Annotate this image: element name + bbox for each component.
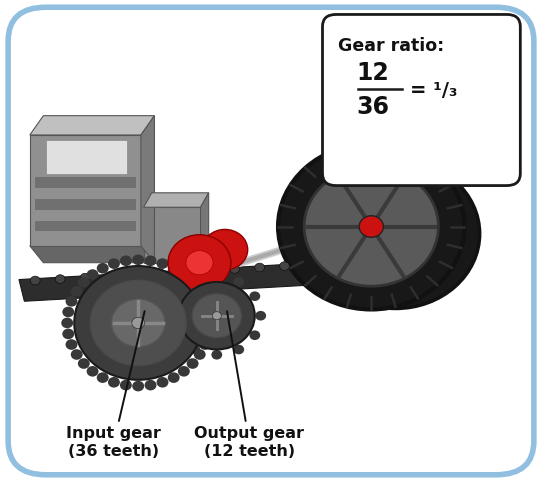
- Circle shape: [230, 265, 240, 273]
- Circle shape: [111, 299, 165, 347]
- Circle shape: [199, 296, 211, 307]
- Circle shape: [105, 272, 115, 281]
- Circle shape: [132, 381, 144, 391]
- Circle shape: [74, 266, 202, 380]
- Circle shape: [157, 258, 169, 269]
- Circle shape: [233, 345, 244, 354]
- Polygon shape: [141, 116, 154, 263]
- FancyBboxPatch shape: [8, 7, 534, 475]
- Circle shape: [255, 263, 264, 272]
- Circle shape: [87, 269, 99, 280]
- Circle shape: [280, 262, 289, 270]
- Circle shape: [30, 276, 40, 285]
- Circle shape: [202, 329, 214, 339]
- Circle shape: [80, 273, 90, 282]
- Circle shape: [186, 277, 198, 288]
- Polygon shape: [201, 193, 209, 263]
- FancyBboxPatch shape: [322, 14, 520, 186]
- Circle shape: [180, 268, 190, 276]
- Circle shape: [155, 269, 165, 278]
- Polygon shape: [144, 207, 201, 263]
- Circle shape: [203, 318, 215, 328]
- Circle shape: [205, 266, 215, 275]
- Circle shape: [71, 286, 83, 296]
- Circle shape: [120, 380, 132, 390]
- Circle shape: [132, 254, 144, 265]
- Circle shape: [168, 372, 180, 383]
- Circle shape: [202, 229, 248, 270]
- Circle shape: [96, 372, 108, 383]
- Polygon shape: [30, 246, 154, 263]
- Circle shape: [212, 312, 221, 320]
- Circle shape: [249, 291, 260, 301]
- Circle shape: [130, 270, 140, 279]
- Circle shape: [179, 282, 255, 349]
- Circle shape: [108, 258, 120, 269]
- Circle shape: [255, 311, 266, 321]
- Circle shape: [78, 358, 90, 369]
- Circle shape: [249, 331, 260, 340]
- Polygon shape: [35, 199, 136, 210]
- Circle shape: [173, 291, 184, 301]
- Circle shape: [186, 251, 213, 275]
- Circle shape: [192, 294, 242, 338]
- Text: Output gear
(12 teeth): Output gear (12 teeth): [195, 311, 304, 459]
- Circle shape: [312, 159, 480, 308]
- Polygon shape: [35, 177, 136, 188]
- Text: Gear ratio:: Gear ratio:: [338, 37, 444, 55]
- Circle shape: [132, 317, 145, 329]
- Circle shape: [168, 263, 180, 274]
- Circle shape: [62, 329, 74, 339]
- Text: = ¹/₃: = ¹/₃: [410, 80, 457, 100]
- Circle shape: [145, 255, 157, 266]
- Circle shape: [193, 349, 205, 360]
- Circle shape: [193, 286, 205, 296]
- Circle shape: [167, 311, 178, 321]
- Circle shape: [304, 167, 438, 286]
- Polygon shape: [30, 116, 154, 135]
- Circle shape: [190, 277, 201, 287]
- Circle shape: [211, 272, 222, 281]
- Polygon shape: [35, 221, 136, 231]
- Text: Input gear
(36 teeth): Input gear (36 teeth): [66, 311, 162, 459]
- Circle shape: [211, 350, 222, 360]
- Circle shape: [173, 331, 184, 340]
- Circle shape: [278, 144, 464, 309]
- Circle shape: [87, 366, 99, 376]
- Circle shape: [108, 377, 120, 388]
- Circle shape: [202, 307, 214, 317]
- Circle shape: [233, 277, 244, 287]
- Polygon shape: [144, 193, 209, 207]
- Circle shape: [199, 339, 211, 350]
- Circle shape: [186, 358, 198, 369]
- Circle shape: [178, 366, 190, 376]
- Circle shape: [62, 307, 74, 317]
- Circle shape: [71, 349, 83, 360]
- Text: 36: 36: [357, 95, 389, 119]
- Circle shape: [168, 235, 231, 291]
- Polygon shape: [46, 140, 127, 174]
- Circle shape: [55, 275, 65, 283]
- Circle shape: [157, 377, 169, 388]
- Circle shape: [145, 380, 157, 390]
- Circle shape: [178, 269, 190, 280]
- Circle shape: [359, 216, 383, 237]
- Polygon shape: [30, 135, 141, 246]
- Polygon shape: [19, 263, 322, 301]
- Text: 12: 12: [357, 61, 389, 85]
- Circle shape: [190, 345, 200, 354]
- Circle shape: [90, 281, 186, 365]
- Circle shape: [120, 255, 132, 266]
- Circle shape: [97, 263, 109, 274]
- Circle shape: [78, 277, 90, 288]
- Circle shape: [66, 339, 78, 350]
- Circle shape: [61, 318, 73, 328]
- Circle shape: [66, 296, 78, 307]
